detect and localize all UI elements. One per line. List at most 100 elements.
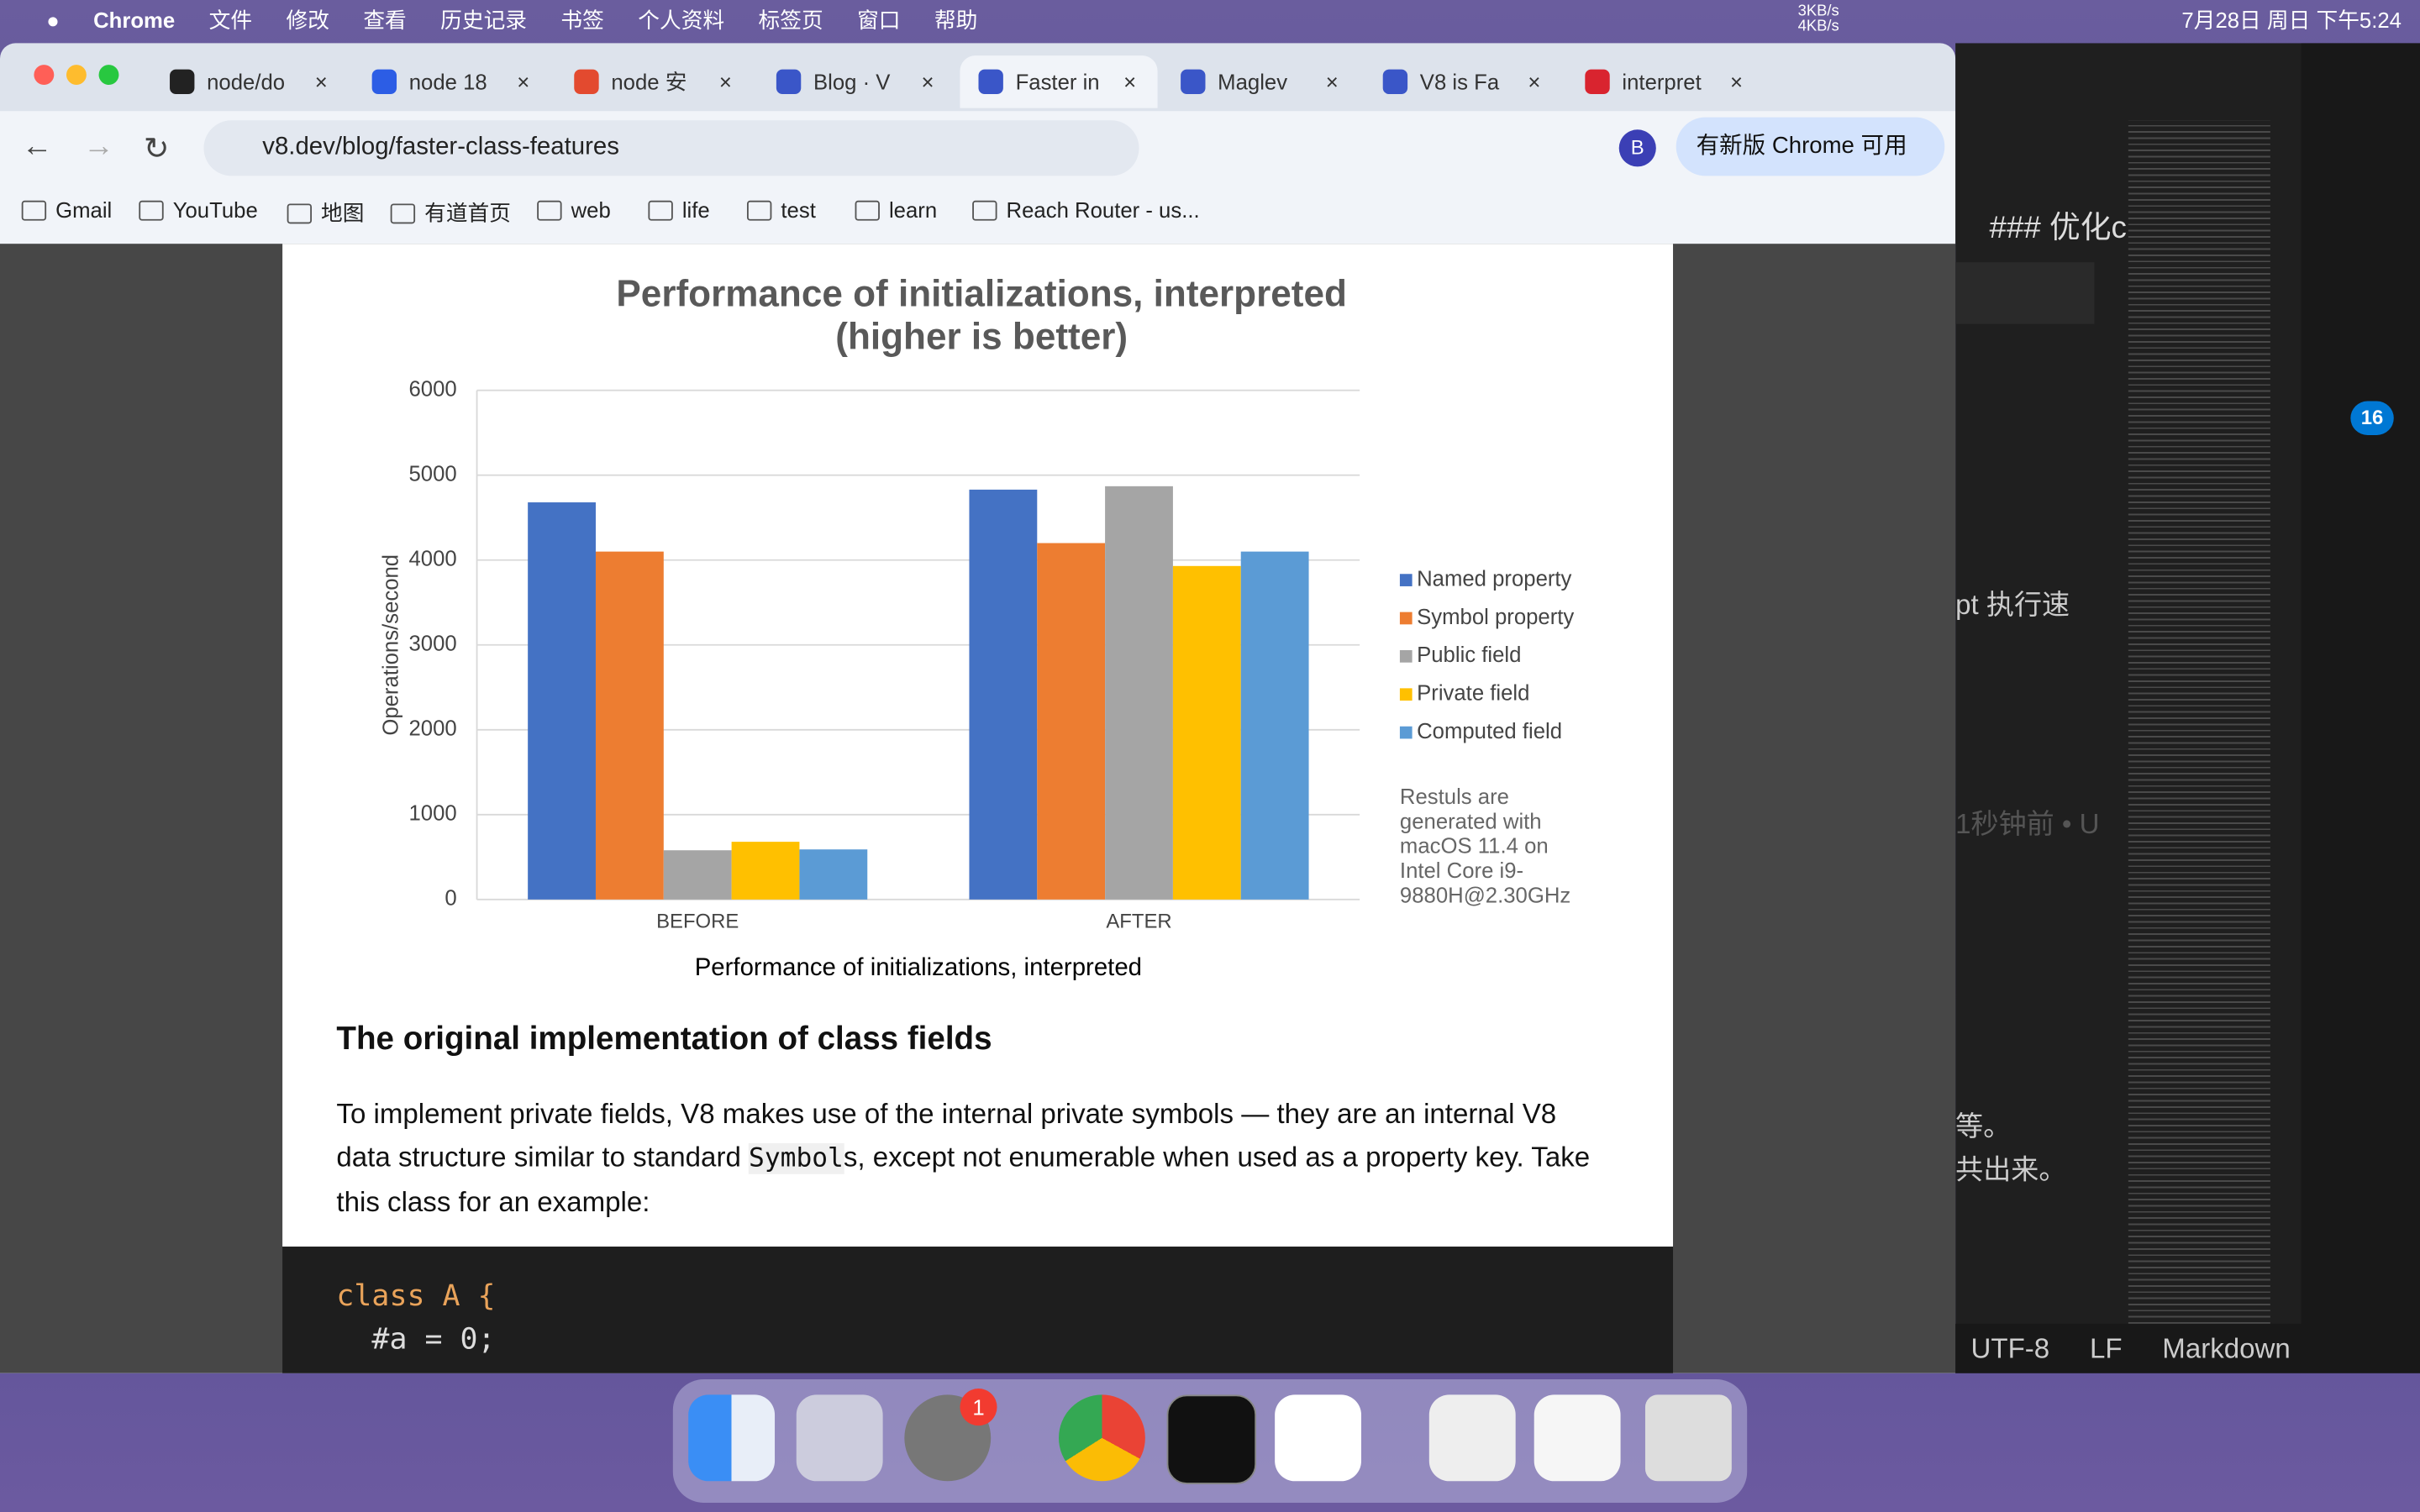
bookmark[interactable]: Gmail [21, 197, 113, 223]
text: s, except not enumerable when used as a … [336, 1142, 1591, 1218]
favicon [371, 69, 397, 95]
bookmark-label: Reach Router - us... [1006, 197, 1200, 223]
menu-item[interactable]: 历史记录 [440, 8, 528, 33]
paragraph: To implement private fields, V8 makes us… [336, 1092, 1617, 1223]
trash[interactable] [1644, 1394, 1732, 1482]
tab[interactable]: Blog · V × [758, 55, 955, 108]
tab[interactable]: node 安 × [555, 55, 753, 108]
y-tick-label: 5000 [408, 463, 456, 486]
tab-close[interactable]: × [921, 69, 934, 95]
chrome[interactable] [1059, 1394, 1145, 1482]
bookmark[interactable]: YouTube [139, 197, 258, 222]
bookmark-icon [648, 199, 673, 220]
tab-close[interactable]: × [517, 69, 530, 95]
net-up: 3KB/s [1797, 3, 1839, 20]
article-page: Performance of initializations, interpre… [282, 244, 1674, 1247]
bookmark[interactable]: Reach Router - us... [972, 197, 1200, 222]
tab[interactable]: Maglev × [1162, 55, 1360, 108]
bookmark-icon [537, 199, 562, 220]
bar [1105, 486, 1173, 900]
y-tick-label: 1000 [408, 802, 456, 826]
bookmark[interactable]: 有道首页 [390, 197, 511, 228]
screenshot[interactable] [1534, 1394, 1621, 1482]
bar [969, 489, 1038, 900]
bookmark[interactable]: web [537, 197, 611, 222]
tab-close[interactable]: × [1123, 69, 1137, 95]
tab[interactable]: interpret × [1566, 55, 1764, 108]
code-line: class A { [336, 1278, 496, 1314]
tab-close[interactable]: × [1528, 69, 1541, 95]
bookmark-label: test [781, 197, 816, 223]
finder[interactable] [688, 1394, 776, 1482]
tab-close[interactable]: × [718, 69, 732, 95]
menu-item[interactable]: 个人资料 [638, 8, 725, 33]
bookmark[interactable]: life [648, 197, 710, 222]
editor-text: 等。 [1955, 1110, 2012, 1142]
bookmark[interactable]: 地图 [287, 197, 364, 228]
editor-text: 共出来。 [1955, 1153, 2067, 1185]
app-name[interactable]: Chrome [93, 8, 176, 33]
settings-badge: 1 [960, 1389, 997, 1426]
tab-title: Faster in [1015, 69, 1100, 95]
menu-item[interactable]: 文件 [208, 8, 253, 33]
back[interactable]: ← [21, 129, 53, 164]
legend-swatch [1399, 574, 1413, 586]
menu-item[interactable]: 窗口 [857, 8, 901, 33]
y-tick-label: 6000 [408, 377, 456, 401]
vscode[interactable] [1275, 1394, 1362, 1482]
menu-item[interactable]: 书签 [560, 8, 604, 33]
language[interactable]: Markdown [2162, 1332, 2291, 1363]
y-axis-label: Operations/second [379, 554, 402, 736]
chart-title: Performance of initializations, interpre… [616, 273, 1347, 314]
omnibox[interactable]: v8.dev/blog/faster-class-features [203, 120, 1139, 176]
minimize[interactable] [66, 65, 87, 86]
launchpad[interactable] [796, 1394, 883, 1482]
reload[interactable]: ↻ [143, 132, 170, 167]
profile[interactable]: B [1618, 129, 1656, 167]
encoding[interactable]: UTF-8 [1970, 1332, 2050, 1363]
legend-label: Named property [1417, 567, 1571, 591]
apple-menu[interactable]: ● [46, 8, 60, 33]
tab-close[interactable]: × [314, 69, 328, 95]
eol[interactable]: LF [2089, 1332, 2123, 1363]
x-axis-label: Performance of initializations, interpre… [695, 953, 1142, 981]
clock[interactable]: 7月28日 周日 下午5:24 [2181, 8, 2402, 33]
y-tick-label: 2000 [408, 717, 456, 741]
favicon [1585, 69, 1610, 95]
menu-item[interactable]: 标签页 [758, 8, 823, 33]
favicon [776, 69, 802, 95]
tab[interactable]: node/do × [151, 55, 349, 108]
tab-close[interactable]: × [1729, 69, 1744, 95]
tab[interactable]: Faster in × [960, 55, 1158, 108]
update-button[interactable]: 有新版 Chrome 可用 [1676, 117, 1945, 176]
tab-close[interactable]: × [1325, 69, 1339, 95]
forward[interactable]: → [83, 129, 114, 164]
x-tick-label: BEFORE [656, 911, 739, 933]
y-tick-label: 3000 [408, 633, 456, 656]
dock: 1 [672, 1379, 1748, 1503]
text: To implement private fields, V8 makes us… [336, 1098, 1557, 1173]
tab[interactable]: node 18 × [354, 55, 551, 108]
menu-item[interactable]: 帮助 [934, 8, 978, 33]
terminal[interactable] [1166, 1394, 1257, 1484]
minimap[interactable] [2128, 120, 2270, 1324]
favicon [170, 69, 195, 95]
menu-item[interactable]: 查看 [363, 8, 407, 33]
legend-label: Public field [1417, 643, 1521, 667]
bookmark[interactable]: test [746, 197, 816, 223]
document[interactable] [1428, 1394, 1516, 1482]
bookmark[interactable]: learn [855, 197, 937, 222]
zoom[interactable] [98, 65, 119, 86]
legend-label: Private field [1417, 682, 1529, 706]
viewport: Performance of initializations, interpre… [0, 244, 1956, 1373]
tab-title: node 安 [611, 69, 687, 95]
tab-title: node 18 [408, 69, 487, 95]
chart-subtitle: (higher is better) [835, 317, 1128, 358]
bookmark-label: Gmail [55, 197, 113, 223]
menu-item[interactable]: 修改 [286, 8, 329, 33]
find-widget[interactable] [1955, 262, 2095, 324]
tab[interactable]: V8 is Fa × [1365, 55, 1562, 108]
close[interactable] [34, 65, 55, 86]
